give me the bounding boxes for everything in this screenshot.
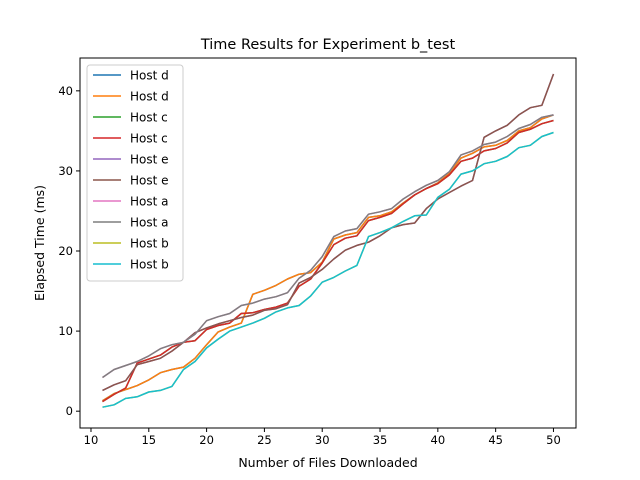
x-tick-label: 30 — [315, 433, 330, 447]
x-tick-label: 40 — [431, 433, 446, 447]
x-axis-ticks: 10 15 20 25 30 35 40 45 50 — [84, 428, 561, 447]
y-tick-label: 30 — [58, 164, 73, 178]
series-line-5 — [102, 73, 555, 392]
x-tick-label: 10 — [84, 433, 99, 447]
legend-label: Host d — [130, 69, 169, 83]
x-tick-label: 20 — [199, 433, 214, 447]
legend-label: Host a — [130, 195, 169, 209]
legend-label: Host b — [130, 237, 169, 251]
legend: Host d Host d Host c Host c Host e Host e Host… — [86, 64, 184, 282]
x-tick-label: 50 — [546, 433, 561, 447]
x-tick-label: 45 — [488, 433, 503, 447]
legend-label: Host c — [130, 132, 168, 146]
series-line-7 — [102, 114, 554, 379]
legend-box — [86, 64, 184, 282]
legend-label: Host d — [130, 90, 169, 104]
x-tick-label: 15 — [141, 433, 156, 447]
y-tick-label: 10 — [58, 324, 73, 338]
chart-title: Time Results for Experiment b_test — [200, 37, 456, 53]
y-tick-label: 40 — [58, 84, 73, 98]
y-axis-ticks: 0 10 20 30 40 — [58, 84, 80, 418]
series-line-3 — [102, 119, 554, 403]
y-axis-label: Elapsed Time (ms) — [32, 185, 47, 301]
series-line-1 — [102, 114, 554, 402]
legend-label: Host e — [130, 153, 169, 167]
legend-label: Host c — [130, 111, 168, 125]
x-tick-label: 25 — [257, 433, 272, 447]
y-tick-label: 0 — [66, 404, 73, 418]
legend-label: Host a — [130, 216, 169, 230]
series-line-9 — [102, 131, 554, 408]
x-tick-label: 35 — [373, 433, 388, 447]
plot-lines — [102, 73, 555, 408]
y-tick-label: 20 — [58, 244, 73, 258]
plot-frame — [79, 57, 577, 429]
x-axis-label: Number of Files Downloaded — [238, 455, 417, 470]
legend-label: Host e — [130, 174, 169, 188]
legend-label: Host b — [130, 258, 169, 272]
